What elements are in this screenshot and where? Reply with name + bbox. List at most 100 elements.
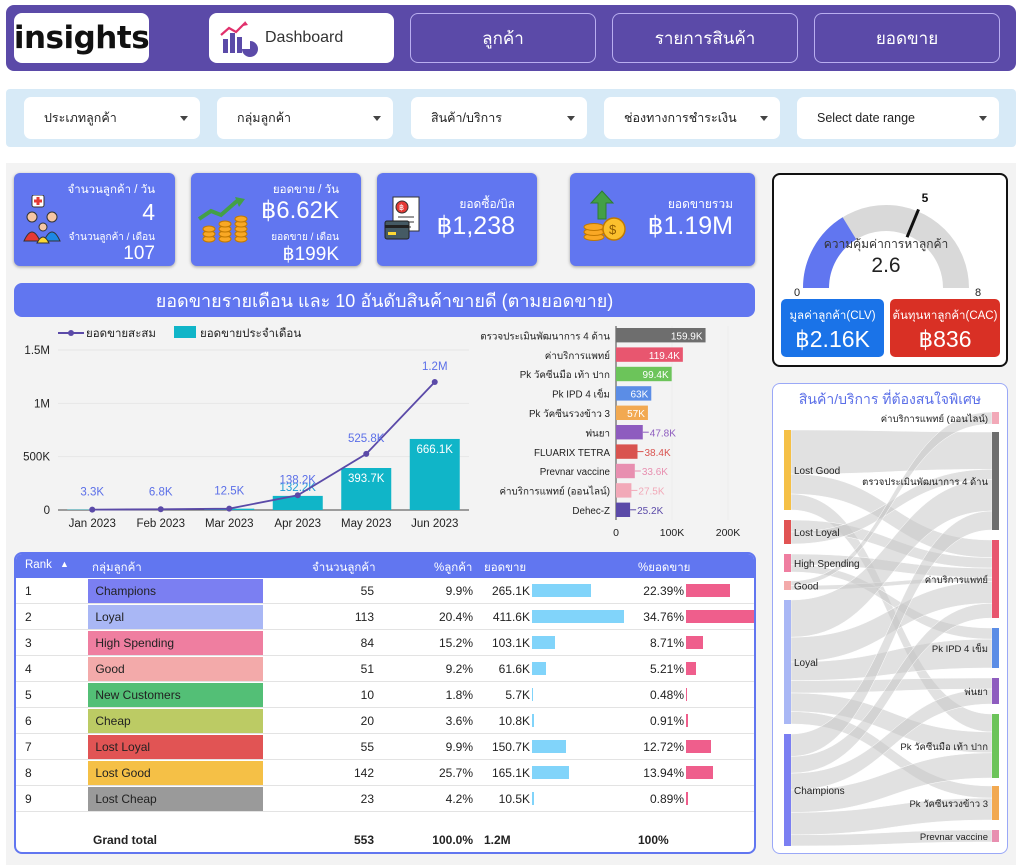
x-tick-label: May 2023 [341,518,392,530]
column-header-sales[interactable]: ยอดขาย [484,562,527,574]
x-axis-ticks: 0 100K 200K [613,527,740,539]
column-header-pct-customers[interactable]: %ลูกค้า [434,562,473,574]
sankey-source-node [784,520,791,544]
sales-cell: 103.1K [491,636,530,650]
customer-type-dropdown[interactable]: ประเภทลูกค้า [24,97,200,139]
table-row[interactable]: 7 Lost Loyal 55 9.9% 150.7K 12.72% [16,734,754,760]
column-header-pct-sales[interactable]: %ยอดขาย [638,562,691,574]
cac-label: ต้นทุนหาลูกค้า(CAC) [892,310,998,322]
nav-dashboard-button[interactable]: Dashboard [209,13,394,63]
pct-customers-cell: 9.9% [445,584,473,598]
caret-down-icon [567,115,575,121]
sales-cell: 10.8K [498,714,530,728]
x-tick-label: Jan 2023 [69,518,116,530]
bar-data-label: 393.7K [348,473,385,485]
grand-total-count: 553 [353,833,374,847]
table-row[interactable]: 2 Loyal 113 20.4% 411.6K 34.76% [16,604,754,630]
product-bar [616,425,643,440]
table-row[interactable]: 8 Lost Good 142 25.7% 165.1K 13.94% [16,760,754,786]
table-row[interactable]: 1 Champions 55 9.9% 265.1K 22.39% [16,578,754,604]
customer-type-dropdown-label: ประเภทลูกค้า [44,111,117,125]
bar-data-label: 33.6K [642,467,668,478]
bar-series: 132.2K 393.7K 666.1K [67,438,460,510]
category-label: Pk วัคซีนมือ เท้า ปาก [520,369,610,381]
customer-group-dropdown[interactable]: กลุ่มลูกค้า [217,97,393,139]
sankey-title: สินค้า/บริการ ที่ต้องสนใจพิเศษ [798,391,982,407]
bill-receipt-icon: ฿ [384,196,420,240]
category-label: Pk IPD 4 เข็ม [552,388,610,401]
sankey-target-label: Pk IPD 4 เข็ม [932,642,988,655]
sankey-source-node [784,581,791,590]
column-header-rank[interactable]: Rank [25,559,52,571]
clv-label: มูลค่าลูกค้า(CLV) [789,310,876,322]
table-row[interactable]: 5 New Customers 10 1.8% 5.7K 0.48% [16,682,754,708]
pct-customers-cell: 3.6% [445,714,473,728]
sankey-target-label: ค่าบริการแพทย์ (ออนไลน์) [881,413,988,425]
count-cell: 20 [360,714,374,728]
bar-data-label: 159.9K [671,331,703,342]
line-data-label: 525.8K [348,433,385,445]
sankey-source-label: Good [794,582,818,593]
pct-sales-bar [686,766,714,779]
legend-line-marker [68,330,74,336]
pct-sales-cell: 34.76% [643,610,684,624]
grand-total-pct-customers: 100.0% [432,833,473,847]
category-label: พ่นยา [586,428,610,439]
kpi-sales-card: ยอดขาย / วัน ฿6.62K ยอดขาย / เดือน ฿199K [191,173,361,266]
pct-sales-bar [686,584,730,597]
group-cell: Lost Good [88,761,263,785]
product-dropdown-label: สินค้า/บริการ [431,111,502,125]
money-growth-icon [197,197,248,243]
payment-channel-dropdown[interactable]: ช่องทางการชำระเงิน [604,97,780,139]
bar-data-label: 666.1K [417,444,454,456]
rank-cell: 3 [25,636,32,650]
group-cell: High Spending [88,631,263,655]
legend-cumulative-label: ยอดขายสะสม [86,328,156,340]
chart-legend: ยอดขายสะสม ยอดขายประจำเดือน [58,326,301,340]
x-tick-label: 100K [660,527,685,539]
sort-asc-icon[interactable]: ▲ [60,559,69,569]
group-cell: Champions [88,579,263,603]
product-dropdown[interactable]: สินค้า/บริการ [411,97,587,139]
sankey-target-node [992,432,999,530]
cumulative-point [89,506,96,513]
pct-customers-cell: 15.2% [438,636,473,650]
sales-cell: 150.7K [491,740,530,754]
line-data-label: 1.2M [422,361,448,373]
kpi-total-sales-card: $ ยอดขายรวม ฿1.19M [570,173,755,266]
table-row[interactable]: 6 Cheap 20 3.6% 10.8K 0.91% [16,708,754,734]
nav-customers-button[interactable]: ลูกค้า [410,13,596,63]
kpi-total-sales-label: ยอดขายรวม [667,197,733,211]
sales-cell: 265.1K [491,584,530,598]
x-tick-label: 0 [613,527,619,539]
table-row[interactable]: 4 Good 51 9.2% 61.6K 5.21% [16,656,754,682]
table-row[interactable]: 3 High Spending 84 15.2% 103.1K 8.71% [16,630,754,656]
count-cell: 10 [360,688,374,702]
date-range-picker[interactable]: Select date range [797,97,999,139]
cumulative-point [363,450,370,457]
nav-sales-button[interactable]: ยอดขาย [814,13,1000,63]
bar-data-label: 25.2K [637,506,663,517]
product-bar [616,366,672,382]
product-bar [616,328,706,343]
sankey-source-node [784,734,791,846]
table-row[interactable]: 9 Lost Cheap 23 4.2% 10.5K 0.89% [16,786,754,812]
count-cell: 142 [353,766,374,780]
top10-products-chart: ตรวจประเมินพัฒนาการ 4 ด้าน 159.9K ค่าบริกา… [480,326,740,539]
rank-cell: 1 [25,584,32,598]
kpi-per-bill-value: ฿1,238 [436,212,515,240]
product-bar [616,483,632,498]
bar-data-label: 99.4K [643,370,669,381]
line-data-label: 138.2K [280,474,317,486]
caret-down-icon [979,115,987,121]
bar-data-label: 27.5K [638,487,664,498]
caret-down-icon [760,115,768,121]
table-header: Rank ▲ กลุ่มลูกค้า จำนวนลูกค้า %ลูกค้า ย… [16,554,754,578]
nav-products-button[interactable]: รายการสินค้า [612,13,798,63]
sankey-target-label: Pk วัคซีนรวงข้าว 3 [909,798,988,810]
pct-customers-cell: 20.4% [438,610,473,624]
cumulative-point [157,506,164,513]
kpi-total-sales-value: ฿1.19M [647,212,733,240]
column-header-count[interactable]: จำนวนลูกค้า [312,562,376,574]
column-header-group[interactable]: กลุ่มลูกค้า [92,562,142,574]
